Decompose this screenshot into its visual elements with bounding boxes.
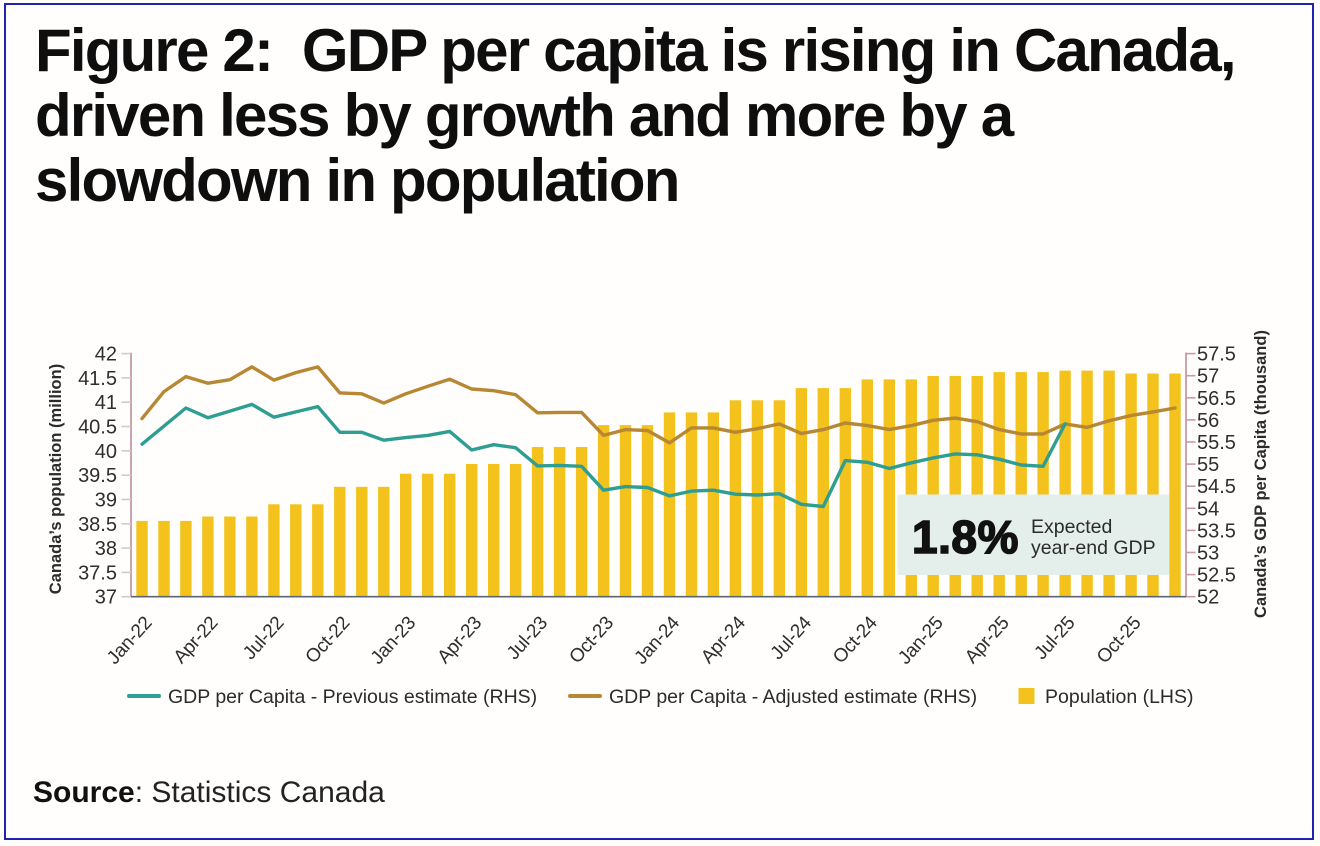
svg-text:56: 56 <box>1197 410 1219 432</box>
svg-text:Apr-25: Apr-25 <box>961 613 1014 668</box>
svg-text:Canada’s population (million): Canada’s population (million) <box>47 364 65 594</box>
svg-text:54: 54 <box>1197 498 1219 520</box>
svg-text:57: 57 <box>1197 366 1219 388</box>
svg-text:54.5: 54.5 <box>1197 476 1236 498</box>
svg-text:57.5: 57.5 <box>1197 344 1236 366</box>
svg-text:Population (LHS): Population (LHS) <box>1045 686 1194 708</box>
svg-text:Oct-23: Oct-23 <box>565 613 618 668</box>
svg-text:42: 42 <box>95 344 117 366</box>
svg-text:Jul-22: Jul-22 <box>239 613 288 664</box>
svg-text:Oct-22: Oct-22 <box>302 613 355 668</box>
svg-text:37.5: 37.5 <box>78 562 117 584</box>
svg-text:Jan-24: Jan-24 <box>631 612 685 668</box>
svg-text:Jul-23: Jul-23 <box>503 613 552 664</box>
svg-text:38.5: 38.5 <box>78 514 117 536</box>
svg-text:Apr-23: Apr-23 <box>434 613 487 668</box>
svg-text:52.5: 52.5 <box>1197 565 1236 587</box>
svg-text:Jan-25: Jan-25 <box>894 613 947 669</box>
svg-text:Canada’s GDP per Capita (thous: Canada’s GDP per Capita (thousand) <box>1252 330 1270 618</box>
svg-text:year-end GDP: year-end GDP <box>1031 537 1156 559</box>
svg-text:40.5: 40.5 <box>78 417 117 439</box>
svg-text:41: 41 <box>95 392 117 414</box>
svg-text:Expected: Expected <box>1031 516 1112 538</box>
svg-text:1.8%: 1.8% <box>912 511 1019 563</box>
svg-text:Jul-24: Jul-24 <box>767 612 817 664</box>
svg-text:GDP per Capita - Adjusted esti: GDP per Capita - Adjusted estimate (RHS) <box>609 686 977 708</box>
svg-text:52: 52 <box>1197 587 1219 609</box>
svg-text:37: 37 <box>95 587 117 609</box>
svg-text:Apr-24: Apr-24 <box>697 612 750 668</box>
svg-text:Apr-22: Apr-22 <box>170 613 223 668</box>
svg-text:Jan-22: Jan-22 <box>103 613 156 669</box>
svg-text:39.5: 39.5 <box>78 465 117 487</box>
svg-text:53: 53 <box>1197 543 1219 565</box>
svg-text:53.5: 53.5 <box>1197 520 1236 542</box>
svg-text:Jan-23: Jan-23 <box>367 613 420 669</box>
svg-text:55: 55 <box>1197 454 1219 476</box>
svg-text:Oct-24: Oct-24 <box>829 612 882 668</box>
svg-text:40: 40 <box>95 441 117 463</box>
svg-text:GDP per Capita - Previous esti: GDP per Capita - Previous estimate (RHS) <box>168 686 537 708</box>
svg-text:55.5: 55.5 <box>1197 432 1236 454</box>
svg-text:56.5: 56.5 <box>1197 388 1236 410</box>
svg-text:38: 38 <box>95 538 117 560</box>
svg-text:41.5: 41.5 <box>78 368 117 390</box>
svg-text:Oct-25: Oct-25 <box>1093 613 1146 668</box>
svg-text:Jul-25: Jul-25 <box>1030 613 1079 664</box>
svg-text:39: 39 <box>95 490 117 512</box>
